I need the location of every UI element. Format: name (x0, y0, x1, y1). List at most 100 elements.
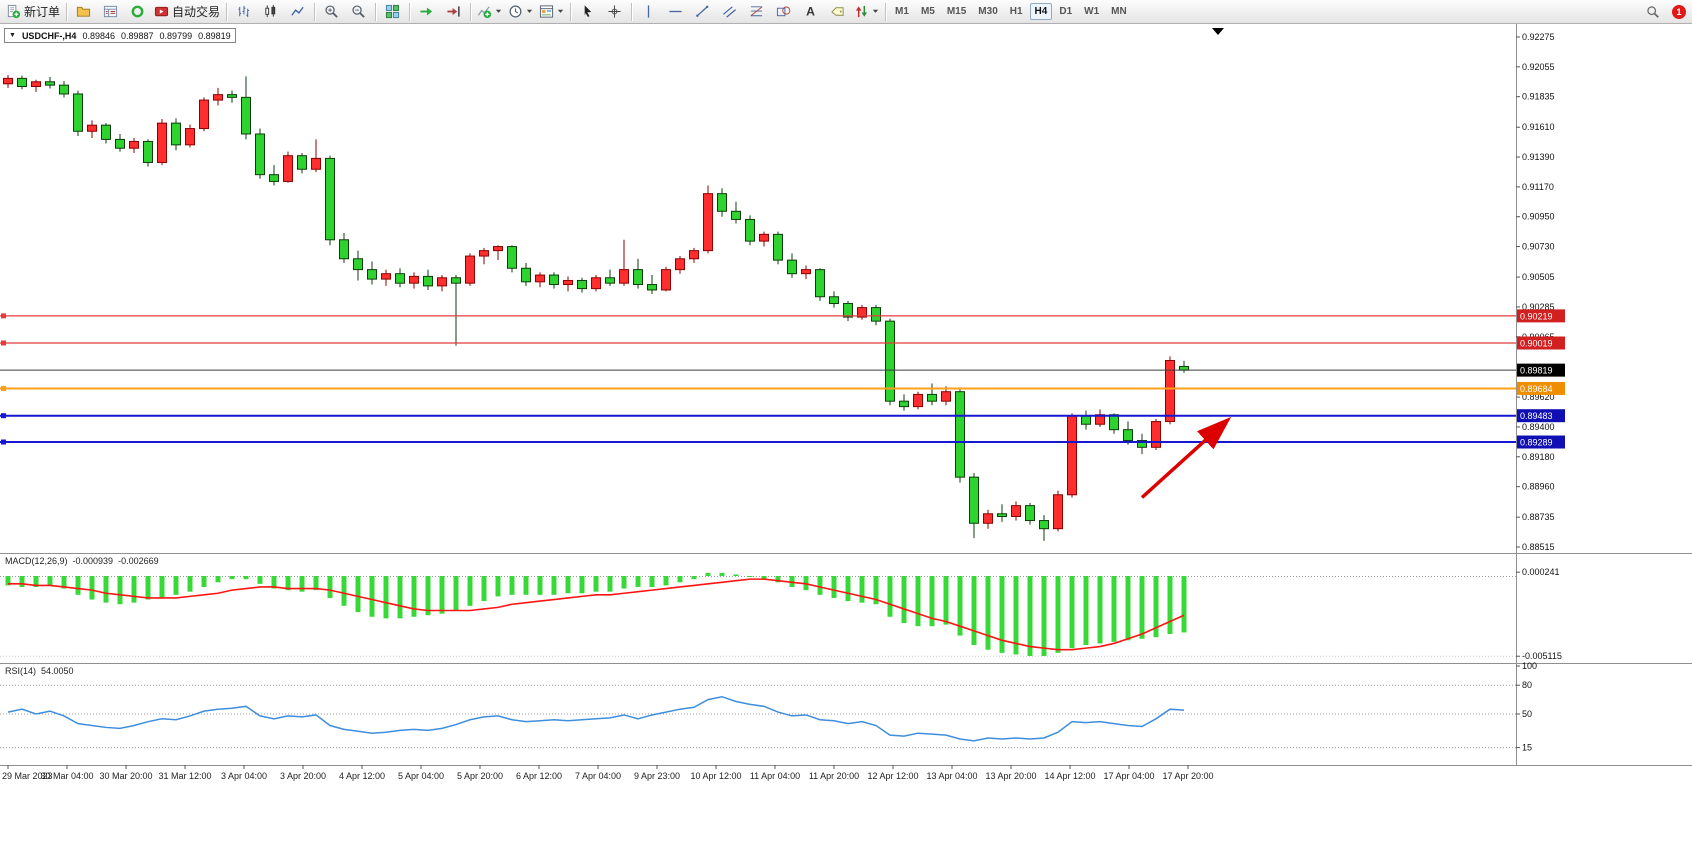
autotrade-button[interactable]: 自动交易 (151, 1, 223, 23)
price-tick-label: 0.88735 (1522, 512, 1555, 522)
chart-shift-button[interactable] (440, 1, 467, 23)
channel-button[interactable] (716, 1, 743, 23)
pivot-line-orange-handle[interactable] (1, 385, 6, 391)
chevron-down-icon (495, 9, 502, 13)
timeframe-button-M15[interactable]: M15 (946, 6, 967, 17)
macd-axis-label: -0.005115 (1522, 651, 1562, 661)
svg-text:A: A (806, 5, 815, 19)
toolbar-separator (375, 2, 377, 21)
rsi-axis-label: 80 (1522, 680, 1532, 690)
cursor-icon (584, 5, 592, 18)
price-tick-label: 0.91170 (1522, 182, 1554, 192)
indicators-button[interactable] (474, 1, 505, 23)
price-badge (1517, 381, 1565, 395)
data-window-button[interactable] (124, 1, 151, 23)
arrows-icon (855, 5, 868, 18)
macd-name: MACD(12,26,9) (5, 556, 68, 566)
toolbar-separator (409, 2, 411, 21)
autoscroll-icon (420, 7, 433, 16)
tile-windows-button[interactable] (379, 1, 406, 23)
text-button[interactable]: A (797, 1, 824, 23)
collapse-triangle-icon[interactable]: ▼ (9, 32, 16, 39)
timeframe-button-H4[interactable]: H4 (1029, 3, 1053, 20)
timeframe-button-H1[interactable]: H1 (1009, 6, 1023, 17)
fibonacci-button[interactable] (743, 1, 770, 23)
new-order-button-label: 新订单 (24, 5, 61, 19)
price-tick-label: 0.92055 (1522, 62, 1555, 72)
timeframe-button-D1[interactable]: D1 (1059, 6, 1073, 17)
time-tick-label: 29 Mar 2023 (2, 771, 53, 781)
toolbar-separator (885, 2, 887, 21)
timeframe-button-M1[interactable]: M1 (895, 6, 909, 17)
price-tick-label: 0.89620 (1522, 392, 1555, 402)
shapes-button[interactable] (770, 1, 797, 23)
horizontal-line-button[interactable] (662, 1, 689, 23)
time-tick-label: 17 Apr 04:00 (1103, 771, 1154, 781)
trend-arrow-annotation[interactable] (1140, 416, 1232, 499)
time-tick-label: 11 Apr 20:00 (809, 771, 859, 781)
toolbar-separator (314, 2, 316, 21)
line-chart-button[interactable] (284, 1, 311, 23)
charts-profile-button[interactable] (70, 1, 97, 23)
chart-canvas[interactable]: 0.92275 0.92055 0.91835 0.91610 0.91390 0.911… (0, 24, 1692, 847)
price-tick-label: 0.90505 (1522, 272, 1555, 282)
new-order-icon (7, 4, 21, 19)
arrows-button[interactable] (851, 1, 882, 23)
zoom-out-icon (352, 5, 365, 18)
periods-button[interactable] (505, 1, 536, 23)
symbol-ohlc-box: ▼ USDCHF-,H4 0.89846 0.89887 0.89799 0.8… (4, 28, 236, 43)
rsi-value: 54.0050 (41, 666, 74, 676)
price-tick-label: 0.90285 (1522, 302, 1555, 312)
data-window-icon (131, 5, 144, 18)
chevron-down-icon (557, 9, 564, 13)
templates-button[interactable] (536, 1, 567, 23)
rsi-line (7, 695, 1185, 742)
candlestick-chart-button[interactable] (257, 1, 284, 23)
toolbar: 新订单 自动交易 A M1 M5 M15 M30 H1 H4 D1 W1 MN 1 (0, 0, 1692, 24)
text-label-button[interactable] (824, 1, 851, 23)
support-line-2-handle[interactable] (1, 439, 6, 445)
symbol-timeframe-label: USDCHF-,H4 (21, 30, 77, 41)
chart-shift-marker[interactable] (1212, 28, 1224, 35)
chevron-down-icon (872, 9, 879, 13)
auto-scroll-button[interactable] (413, 1, 440, 23)
time-tick-label: 14 Apr 12:00 (1044, 771, 1095, 781)
price-badge-label: 0.90019 (1520, 338, 1553, 348)
charts-profile-icon (76, 6, 91, 17)
price-badge (1517, 363, 1565, 377)
cursor-button[interactable] (574, 1, 601, 23)
timeframe-button-M30[interactable]: M30 (978, 6, 998, 17)
support-line-1-handle[interactable] (1, 413, 6, 419)
vertical-line-button[interactable] (635, 1, 662, 23)
timeframe-button-W1[interactable]: W1 (1084, 6, 1100, 17)
price-tick-label: 0.89180 (1522, 452, 1555, 462)
bar-chart-button[interactable] (230, 1, 257, 23)
timeframe-button-MN[interactable]: MN (1111, 6, 1127, 17)
notification-badge[interactable]: 1 (1672, 5, 1686, 19)
hline-icon (669, 10, 682, 13)
new-order-button[interactable]: 新订单 (3, 1, 63, 23)
resistance-line-1-handle[interactable] (1, 313, 6, 319)
macd-main-value: -0.000939 (72, 556, 114, 566)
bar-chart-icon (238, 5, 250, 18)
rsi-axis-label: 50 (1522, 709, 1532, 719)
resistance-line-2-handle[interactable] (1, 340, 6, 346)
crosshair-button[interactable] (601, 1, 628, 23)
search-button[interactable] (1639, 1, 1666, 23)
toolbar-separator (226, 2, 228, 21)
candlestick-series (3, 74, 1189, 541)
price-tick-label: 0.88960 (1522, 482, 1555, 492)
market-watch-button[interactable] (97, 1, 124, 23)
rsi-name: RSI(14) (5, 666, 37, 676)
time-tick-label: 30 Mar 04:00 (40, 771, 93, 781)
zoom-in-button[interactable] (318, 1, 345, 23)
price-badge-label: 0.89819 (1520, 366, 1553, 376)
toolbar-separator (66, 2, 68, 21)
time-tick-label: 30 Mar 20:00 (99, 771, 152, 781)
trendline-button[interactable] (689, 1, 716, 23)
toolbar-right: 1 (1639, 0, 1686, 24)
timeframe-button-M5[interactable]: M5 (920, 6, 935, 17)
zoom-out-button[interactable] (345, 1, 372, 23)
time-tick-label: 9 Apr 23:00 (634, 771, 680, 781)
search-icon (1646, 6, 1659, 18)
